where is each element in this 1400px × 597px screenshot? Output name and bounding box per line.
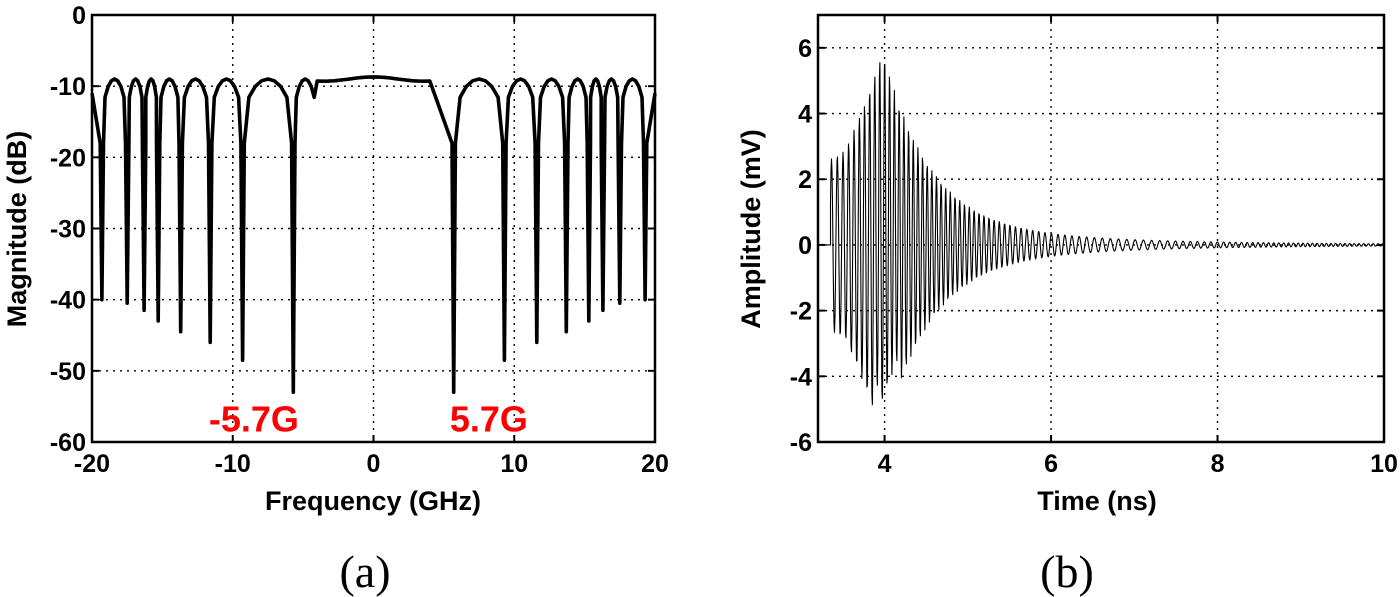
panel-a-caption: (a) [339,546,390,597]
panel-a-y-tick-label: -40 [50,287,86,315]
panel-b-y-ticks: 6 4 2 0 -2 -4 -6 [790,35,1384,457]
panel-b-x-tick-label: 6 [1044,450,1058,478]
panel-a-x-ticks: -20 -10 0 10 20 [74,15,669,478]
panel-a-y-tick-label: -10 [50,73,86,101]
panel-a-x-axis-label: Frequency (GHz) [265,486,481,516]
panel-a-y-axis-label: Magnitude (dB) [2,131,32,327]
panel-a-y-tick-label: -60 [50,429,86,457]
panel-b-y-tick-label: 6 [798,35,812,63]
panel-a-y-tick-label: -30 [50,216,86,244]
panel-a-x-tick-label: 20 [641,450,669,478]
panel-a-x-tick-label: -20 [74,450,110,478]
panel-a-y-tick-label: -50 [50,358,86,386]
panel-b-axes-frame [816,13,1386,444]
panel-b-y-tick-label: -4 [790,363,812,391]
panel-b-x-tick-label: 8 [1211,450,1225,478]
panel-b-x-ticks: 4 6 8 10 [878,15,1398,478]
panel-b-y-tick-label: -6 [790,429,812,457]
panel-b-y-tick-label: 0 [798,232,812,260]
panel-a-annotation-label: -5.7G [209,398,299,439]
panel-b-amplitude-plot: 4 6 8 10 6 4 2 0 -2 -4 -6 Time (ns) Amplitude (mV… [736,13,1398,597]
panel-b-amplitude-line [818,62,1385,406]
panel-a-magnitude-plot: -20 -10 0 10 20 0 -10 -20 -30 -40 -50 -60 Frequenc… [2,2,669,597]
panel-a-y-ticks: 0 -10 -20 -30 -40 -50 -60 [50,2,655,457]
panel-b-y-axis-label: Amplitude (mV) [736,129,766,329]
panel-b-x-axis-label: Time (ns) [1037,486,1157,516]
panel-b-y-tick-label: 4 [798,101,812,129]
panel-b-y-tick-label: -2 [790,298,812,326]
panel-a-x-tick-label: 0 [367,450,381,478]
panel-a-grid [92,15,655,442]
panel-a-annotations: -5.7G 5.7G [209,398,528,439]
panel-a-y-tick-label: 0 [72,2,86,30]
panel-a-magnitude-line [90,75,657,394]
panel-a-annotation-label: 5.7G [450,398,528,439]
panel-b-x-tick-label: 4 [878,450,892,478]
panel-b-y-tick-label: 2 [798,166,812,194]
panel-a-y-tick-label: -20 [50,144,86,172]
panel-b-x-tick-label: 10 [1370,450,1398,478]
panel-a-x-tick-label: -10 [215,450,251,478]
panel-b-caption: (b) [1040,546,1094,597]
panel-a-x-tick-label: 10 [500,450,528,478]
